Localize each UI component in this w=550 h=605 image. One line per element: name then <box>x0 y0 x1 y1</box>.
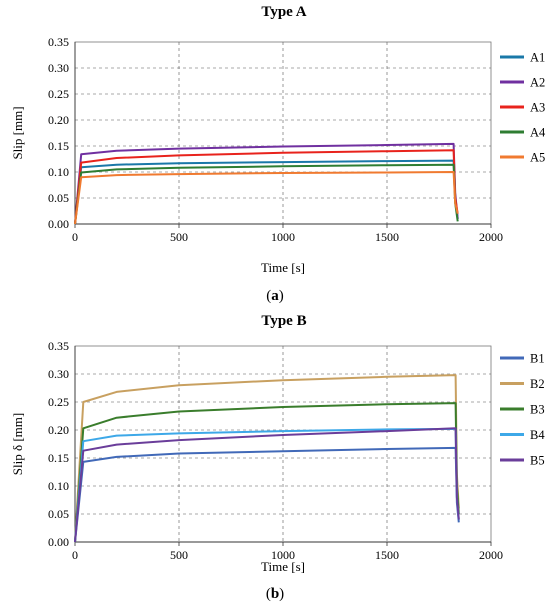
y-tick-label: 0.15 <box>48 451 69 465</box>
series-line-a2 <box>74 142 459 225</box>
series-line-a5 <box>74 171 459 225</box>
y-tick-label: 0.25 <box>48 87 69 101</box>
series-lines-b <box>74 374 460 543</box>
legend-label-b4: B4 <box>530 428 545 442</box>
gridlines-b <box>75 346 491 542</box>
axes-a <box>74 42 492 228</box>
y-tick-label: 0.20 <box>48 423 69 437</box>
series-line-b2 <box>74 374 460 543</box>
legend-b: B1 B2 B3 B4 B5 <box>500 352 545 468</box>
x-tick-label: 1500 <box>375 548 399 562</box>
caption-a: (a) <box>266 288 284 304</box>
gridlines-a <box>75 42 491 224</box>
y-tick-label: 0.10 <box>48 165 69 179</box>
x-tick-label: 1500 <box>375 230 399 244</box>
y-tick-label: 0.35 <box>48 339 69 353</box>
y-tick-label: 0.10 <box>48 479 69 493</box>
series-line-b3 <box>74 402 460 543</box>
legend-label-b3: B3 <box>530 403 545 417</box>
x-tick-label: 1000 <box>271 230 295 244</box>
y-tick-label: 0.30 <box>48 61 69 75</box>
series-line-b1 <box>74 446 460 543</box>
series-line-a1 <box>74 159 459 225</box>
x-tick-label: 2000 <box>479 548 503 562</box>
x-tick-labels-a: 0 500 1000 1500 2000 <box>72 230 503 244</box>
y-axis-label-a: Slip [mm] <box>10 106 25 159</box>
x-axis-label-a: Time [s] <box>261 260 305 275</box>
x-tick-labels-b: 0 500 1000 1500 2000 <box>72 548 503 562</box>
chart-a-title: Type A <box>261 4 306 20</box>
legend-label-b2: B2 <box>530 377 545 391</box>
legend-label-a2: A2 <box>530 76 545 90</box>
series-line-b5 <box>74 427 460 543</box>
y-tick-label: 0.35 <box>48 35 69 49</box>
legend-label-b5: B5 <box>530 454 545 468</box>
y-tick-labels-a: 0.00 0.05 0.10 0.15 0.20 0.25 0.30 0.35 <box>48 35 69 231</box>
y-tick-label: 0.30 <box>48 367 69 381</box>
legend-label-a1: A1 <box>530 51 545 65</box>
series-line-b4 <box>74 427 460 543</box>
y-tick-label: 0.05 <box>48 191 69 205</box>
chart-panel-b: Type B 0.00 0.05 0.10 0.15 0.20 0.25 0.3… <box>10 313 545 602</box>
y-tick-labels-b: 0.00 0.05 0.10 0.15 0.20 0.25 0.30 0.35 <box>48 339 69 549</box>
chart-panel-a: Type A 0.00 0.05 0.10 0.15 0.20 0.25 0.3… <box>10 4 546 304</box>
y-tick-label: 0.25 <box>48 395 69 409</box>
legend-label-a5: A5 <box>530 151 545 165</box>
axes-b <box>74 346 492 546</box>
caption-b: (b) <box>266 586 284 602</box>
series-lines-a <box>74 142 459 225</box>
x-tick-label: 2000 <box>479 230 503 244</box>
y-tick-label: 0.00 <box>48 535 69 549</box>
legend-a: A1 A2 A3 A4 A5 <box>500 51 546 165</box>
caption-a-letter: a <box>271 288 279 304</box>
legend-label-a3: A3 <box>530 101 545 115</box>
x-axis-label-b: Time [s] <box>261 559 305 574</box>
legend-label-b1: B1 <box>530 352 545 366</box>
x-tick-label: 500 <box>170 230 188 244</box>
x-tick-label: 1000 <box>271 548 295 562</box>
y-tick-label: 0.20 <box>48 113 69 127</box>
y-tick-label: 0.00 <box>48 217 69 231</box>
caption-b-letter: b <box>271 586 279 602</box>
x-tick-label: 500 <box>170 548 188 562</box>
x-tick-label: 0 <box>72 230 78 244</box>
x-tick-label: 0 <box>72 548 78 562</box>
y-axis-label-b: Slip δ [mm] <box>10 413 25 475</box>
chart-b-title: Type B <box>261 313 306 329</box>
y-tick-label: 0.05 <box>48 507 69 521</box>
legend-label-a4: A4 <box>530 126 546 140</box>
y-tick-label: 0.15 <box>48 139 69 153</box>
